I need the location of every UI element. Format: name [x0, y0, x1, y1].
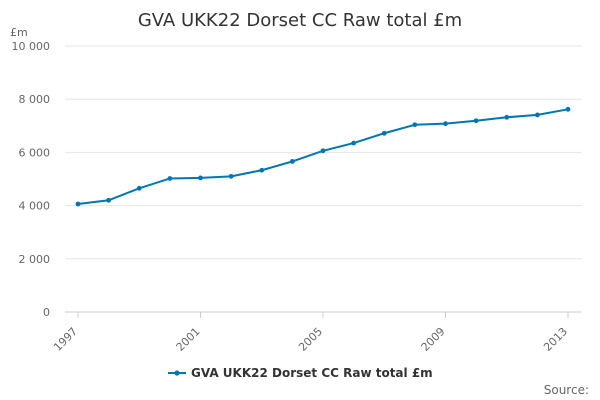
y-axis-unit-label: £m: [10, 26, 28, 39]
data-point[interactable]: [289, 159, 295, 164]
source-label: Source:: [544, 383, 589, 397]
gridlines: [65, 45, 582, 313]
data-point[interactable]: [412, 122, 418, 128]
x-tick-label: 2001: [174, 325, 203, 354]
data-point[interactable]: [259, 167, 265, 173]
x-tick-label: 2009: [419, 325, 448, 354]
legend-series-label: GVA UKK22 Dorset CC Raw total £m: [191, 366, 433, 380]
data-point[interactable]: [228, 173, 234, 179]
data-point[interactable]: [443, 121, 448, 127]
x-tick-label: 2013: [541, 325, 570, 354]
chart-title: GVA UKK22 Dorset CC Raw total £m: [138, 10, 462, 31]
x-axis-tick-labels: 1997 2001 2005 2009 2013: [51, 312, 570, 354]
x-tick-label: 1997: [51, 325, 80, 354]
data-point[interactable]: [473, 118, 479, 124]
y-axis-tick-labels: 0 2 000 4 000 6 000 8 000 10 000: [12, 40, 51, 319]
y-tick-label: 0: [43, 306, 50, 319]
series-line[interactable]: [77, 108, 569, 205]
y-tick-label: 6 000: [19, 146, 51, 159]
x-tick-label: 2005: [296, 325, 325, 354]
y-tick-label: 2 000: [19, 253, 51, 266]
legend[interactable]: GVA UKK22 Dorset CC Raw total £m: [168, 366, 433, 380]
data-point[interactable]: [136, 185, 142, 191]
data-point[interactable]: [75, 201, 81, 207]
data-point[interactable]: [504, 114, 510, 120]
data-point[interactable]: [106, 197, 112, 203]
y-tick-label: 10 000: [12, 40, 51, 53]
legend-marker-icon: [174, 370, 180, 376]
data-point[interactable]: [167, 176, 173, 181]
series-layer: [75, 106, 571, 207]
y-tick-label: 8 000: [19, 93, 51, 106]
y-tick-label: 4 000: [19, 200, 51, 213]
data-point[interactable]: [198, 175, 203, 181]
data-point[interactable]: [351, 140, 357, 146]
data-point[interactable]: [320, 148, 326, 154]
data-point[interactable]: [565, 106, 571, 112]
data-point[interactable]: [381, 130, 387, 136]
data-point[interactable]: [534, 112, 540, 118]
